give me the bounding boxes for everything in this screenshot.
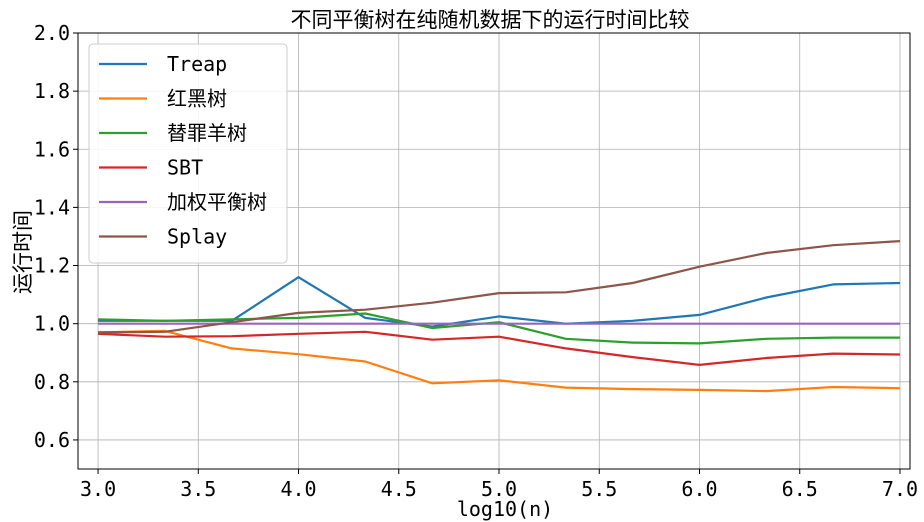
- series-line-5: [97, 240, 901, 334]
- legend-label: Treap: [167, 52, 227, 76]
- series-line-1: [97, 329, 901, 393]
- x-tick-label: 3.5: [180, 477, 216, 501]
- chart-title: 不同平衡树在纯随机数据下的运行时间比较: [291, 8, 690, 32]
- axis-ticks: 3.0 3.5 4.0 4.5 5.0 5.5 6.0 6.5 7.0 0.6 0.8 1.0 1.2 1…: [34, 21, 918, 501]
- x-tick-label: 3.0: [80, 477, 116, 501]
- legend-label: Splay: [167, 225, 227, 249]
- y-tick-label: 1.0: [34, 312, 70, 336]
- x-tick-label: 4.0: [280, 477, 316, 501]
- legend-label: 红黑树: [167, 87, 227, 111]
- series-line-3: [97, 330, 901, 366]
- y-tick-label: 0.8: [34, 370, 70, 394]
- x-tick-label: 4.5: [381, 477, 417, 501]
- y-tick-label: 0.6: [34, 428, 70, 452]
- legend-label: 替罪羊树: [167, 121, 247, 145]
- y-axis-label: 运行时间: [11, 210, 35, 294]
- x-tick-label: 5.0: [481, 477, 517, 501]
- x-tick-label: 6.0: [681, 477, 717, 501]
- y-tick-label: 1.2: [34, 254, 70, 278]
- y-tick-label: 1.8: [34, 79, 70, 103]
- x-tick-label: 6.5: [782, 477, 818, 501]
- y-tick-label: 1.6: [34, 137, 70, 161]
- series-lines: [97, 240, 901, 393]
- y-tick-label: 1.4: [34, 195, 70, 219]
- legend-label: SBT: [167, 156, 203, 180]
- y-tick-label: 2.0: [34, 21, 70, 45]
- legend-label: 加权平衡树: [167, 190, 267, 214]
- series-line-0: [98, 276, 901, 328]
- series-line-2: [97, 312, 900, 345]
- plot-frame: [77, 32, 911, 470]
- x-tick-label: 7.0: [882, 477, 918, 501]
- x-axis-label: log10(n): [457, 497, 553, 521]
- x-tick-label: 5.5: [581, 477, 617, 501]
